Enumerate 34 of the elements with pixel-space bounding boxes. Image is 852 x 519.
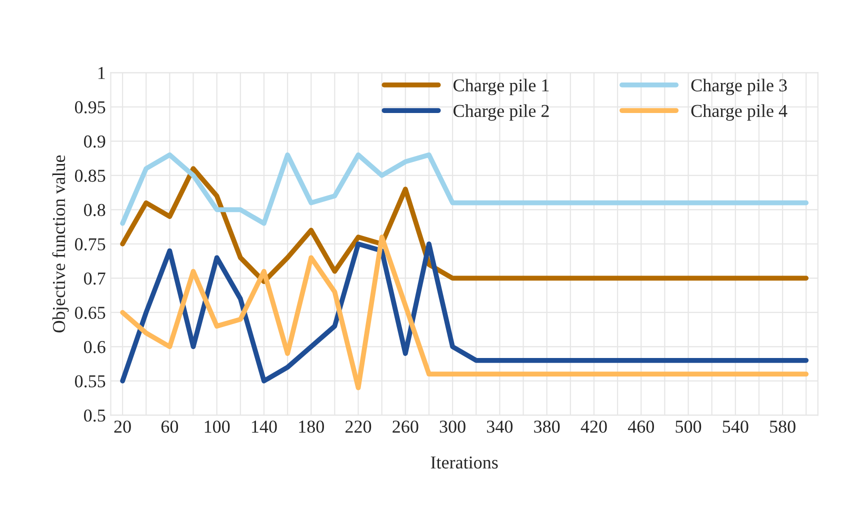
x-axis-title: Iterations xyxy=(430,456,498,469)
x-tick-label: 460 xyxy=(628,420,654,433)
x-tick-label: 60 xyxy=(161,420,178,433)
legend-label: Charge pile 3 xyxy=(691,78,787,96)
y-tick-label: 0.95 xyxy=(74,101,106,114)
y-tick-label: 0.55 xyxy=(74,375,106,388)
y-tick-label: 0.85 xyxy=(74,170,106,182)
x-tick-label: 420 xyxy=(580,420,607,433)
y-tick-label: 0.5 xyxy=(84,409,106,422)
x-tick-label: 300 xyxy=(440,420,466,433)
y-tick-label: 0.7 xyxy=(84,272,106,285)
y-tick-label: 0.9 xyxy=(84,135,106,148)
y-tick-label: 0.65 xyxy=(74,306,106,319)
x-tick-label: 180 xyxy=(299,420,324,433)
x-tick-label: 260 xyxy=(392,420,418,433)
y-tick-label: 1 xyxy=(98,67,105,79)
y-tick-label: 0.8 xyxy=(84,204,106,216)
x-tick-label: 140 xyxy=(252,420,277,433)
x-tick-label: 540 xyxy=(722,420,748,433)
x-tick-label: 340 xyxy=(487,420,513,433)
legend-label: Charge pile 2 xyxy=(454,104,549,121)
legend-label: Charge pile 4 xyxy=(691,104,788,121)
y-tick-label: 0.6 xyxy=(84,340,106,354)
line-series xyxy=(120,166,809,284)
y-axis-title: Objective function value xyxy=(52,155,69,332)
x-tick-label: 380 xyxy=(534,420,560,433)
legend-label: Charge pile 1 xyxy=(454,78,549,96)
line-series xyxy=(120,152,809,226)
x-tick-label: 500 xyxy=(676,420,702,433)
x-tick-label: 580 xyxy=(770,420,796,433)
x-tick-label: 20 xyxy=(114,420,131,433)
x-tick-label: 100 xyxy=(204,420,230,433)
y-tick-label: 0.75 xyxy=(74,238,106,250)
x-tick-label: 220 xyxy=(346,420,372,433)
